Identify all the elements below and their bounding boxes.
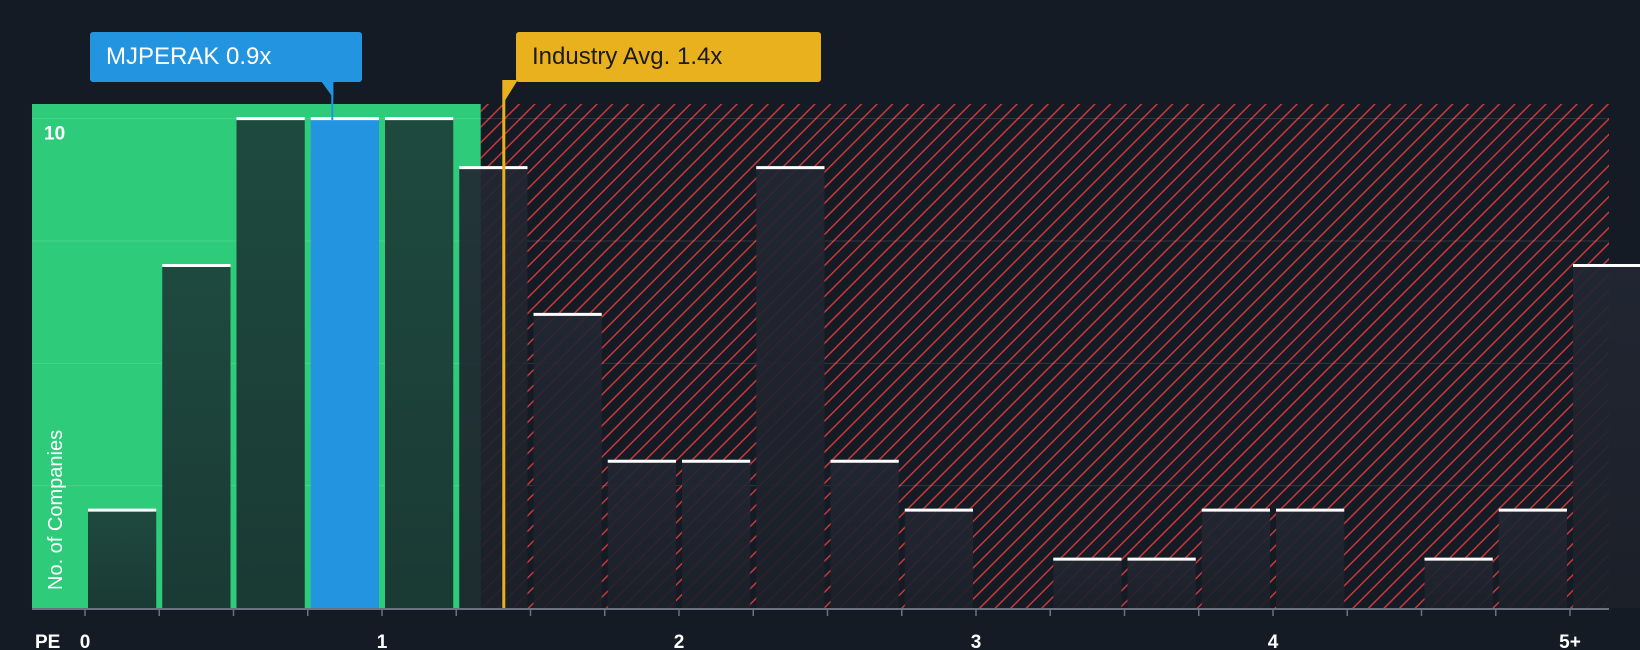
x-tick-label-5: 5+	[1559, 632, 1581, 650]
y-axis-title: No. of Companies	[45, 430, 67, 590]
histogram-bar-0	[88, 510, 157, 608]
histogram-bar-1	[162, 265, 231, 608]
x-tick-label-0: 0	[80, 632, 91, 650]
histogram-bar-13	[1053, 559, 1122, 608]
x-tick-label-2: 2	[674, 632, 685, 650]
industry-avg-pointer	[502, 80, 518, 104]
company-pe-label: MJPERAK 0.9x	[106, 43, 272, 70]
histogram-bar-11	[904, 510, 973, 608]
x-axis-title: PE	[35, 632, 60, 650]
histogram-bar-16	[1276, 510, 1345, 608]
histogram-bar-18	[1424, 559, 1493, 608]
company-pe-callout: MJPERAK 0.9x	[90, 32, 362, 82]
histogram-bar-3	[310, 118, 379, 608]
histogram-bar-20	[1573, 265, 1640, 608]
histogram-bar-2	[236, 118, 305, 608]
histogram-bar-15	[1201, 510, 1270, 608]
x-tick-label-4: 4	[1268, 632, 1279, 650]
histogram-bar-7	[607, 461, 676, 608]
histogram-bar-5	[459, 167, 528, 609]
x-tick-label-1: 1	[377, 632, 388, 650]
histogram-bar-19	[1498, 510, 1567, 608]
histogram-bar-14	[1127, 559, 1196, 608]
histogram-bar-6	[533, 314, 602, 608]
histogram-bar-8	[682, 461, 751, 608]
industry-avg-label: Industry Avg. 1.4x	[532, 43, 723, 70]
histogram-bar-9	[756, 167, 825, 609]
industry-avg-callout: Industry Avg. 1.4x	[516, 32, 821, 82]
histogram-bar-4	[385, 118, 454, 608]
x-tick-label-3: 3	[971, 632, 982, 650]
company-pe-pointer-tip	[320, 80, 334, 98]
y-tick-label-0: 10	[44, 124, 65, 145]
histogram-bar-10	[830, 461, 899, 608]
